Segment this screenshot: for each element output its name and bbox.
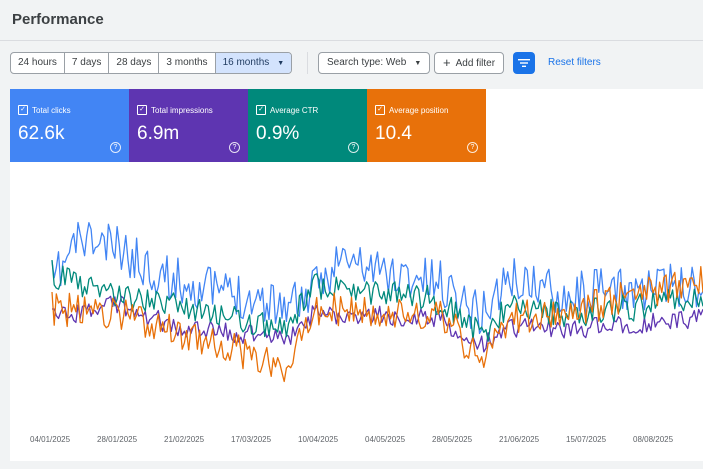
metric-label-row: ✓ Total clicks [18,105,71,115]
x-tick-label: 08/08/2025 [633,435,674,444]
metric-card-total-clicks[interactable]: ✓ Total clicks 62.6k ? [10,89,129,162]
metric-value: 0.9% [256,123,300,144]
x-tick-label: 28/01/2025 [97,435,138,444]
range-28-days[interactable]: 28 days [109,53,160,73]
metric-label-row: ✓ Total impressions [137,105,213,115]
search-type-dropdown[interactable]: Search type: Web ▼ [318,52,431,74]
metric-label-row: ✓ Average CTR [256,105,318,115]
caret-down-icon: ▼ [414,60,422,67]
range-3-months[interactable]: 3 months [159,53,216,73]
range-24-hours[interactable]: 24 hours [11,53,65,73]
x-tick-label: 21/06/2025 [499,435,540,444]
x-tick-label: 10/04/2025 [298,435,339,444]
metric-card-average-position[interactable]: ✓ Average position 10.4 ? [367,89,486,162]
checkbox-checked-icon: ✓ [375,105,385,115]
reset-filters-link[interactable]: Reset filters [548,57,601,68]
metric-label: Total impressions [151,105,213,115]
metric-value: 6.9m [137,123,180,144]
series-line [51,259,703,342]
x-tick-label: 28/05/2025 [432,435,473,444]
series-line [51,221,703,335]
date-range-group: 24 hours 7 days 28 days 3 months 16 mont… [10,52,293,74]
toolbar-divider [307,52,308,74]
x-tick-label: 21/02/2025 [164,435,205,444]
x-tick-label: 17/03/2025 [231,435,272,444]
filter-options-button[interactable] [513,52,535,74]
page-title: Performance [12,11,104,28]
metric-card-total-impressions[interactable]: ✓ Total impressions 6.9m ? [129,89,248,162]
x-tick-label: 04/01/2025 [30,435,71,444]
help-icon[interactable]: ? [348,142,359,153]
performance-line-chart [51,221,703,383]
filter-icon [518,59,530,67]
add-filter-label: Add filter [455,58,496,69]
metric-value: 10.4 [375,123,412,144]
plus-icon: + [443,55,451,70]
x-tick-label: 04/05/2025 [365,435,406,444]
search-type-label: Search type: Web [327,57,407,68]
add-filter-button[interactable]: + Add filter [434,52,505,74]
performance-panel: ✓ Total clicks 62.6k ? ✓ Total impressions… [10,89,703,461]
help-icon[interactable]: ? [467,142,478,153]
help-icon[interactable]: ? [229,142,240,153]
x-tick-label: 15/07/2025 [566,435,607,444]
metric-card-average-ctr[interactable]: ✓ Average CTR 0.9% ? [248,89,367,162]
help-icon[interactable]: ? [110,142,121,153]
range-7-days[interactable]: 7 days [65,53,110,73]
range-16-months[interactable]: 16 months ▼ [215,53,292,73]
caret-down-icon: ▼ [277,60,285,67]
metric-label: Total clicks [32,105,71,115]
metric-label-row: ✓ Average position [375,105,448,115]
metric-label: Average position [389,105,449,115]
checkbox-checked-icon: ✓ [137,105,147,115]
metric-value: 62.6k [18,123,65,144]
header-divider [0,40,703,41]
checkbox-checked-icon: ✓ [256,105,266,115]
range-16-months-label: 16 months [222,57,270,68]
series-line [51,266,703,383]
metric-label: Average CTR [270,105,319,115]
checkbox-checked-icon: ✓ [18,105,28,115]
